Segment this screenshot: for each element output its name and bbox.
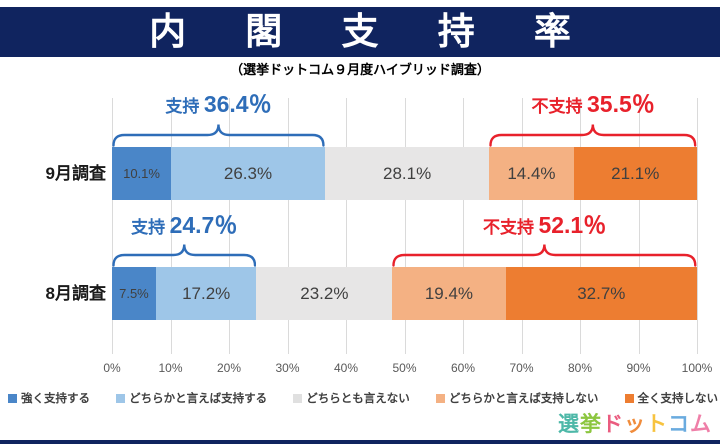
axis-tick-label: 20% (216, 361, 242, 375)
support-total-label: 支持 36.4％ (165, 90, 271, 122)
chart-subtitle: （選挙ドットコム９月度ハイブリッド調査） (230, 62, 490, 77)
axis-tick-label: 50% (392, 361, 417, 375)
row-label: 9月調査 (45, 164, 106, 183)
legend-label: どちらかと言えば支持しない (448, 393, 599, 405)
gridline (346, 98, 347, 354)
logo-char: ト (646, 413, 668, 436)
gridline (287, 98, 289, 354)
logo-char: 挙 (580, 413, 602, 436)
legend-item: どちらとも言えない (293, 390, 410, 406)
axis-tick-label: 70% (509, 361, 534, 375)
gridline (112, 98, 113, 354)
legend-label: どちらかと言えば支持する (129, 393, 268, 405)
legend-label: どちらとも言えない (306, 393, 410, 405)
oppose-bracket (489, 123, 697, 147)
support-brace-icon (112, 244, 257, 267)
axis-tick-label: 30% (275, 361, 300, 375)
legend-item: どちらかと言えば支持する (116, 390, 267, 406)
legend-label: 全く支持しない (637, 393, 719, 405)
legend-item: 全く支持しない (624, 390, 719, 406)
bottom-rule (0, 440, 720, 444)
bar-segment-value: 17.2% (182, 283, 231, 303)
gridline (580, 98, 581, 354)
axis-tick-label: 0% (103, 361, 121, 375)
bar-segment: 26.3% (171, 147, 325, 200)
logo-char: ム (690, 413, 712, 436)
logo-char: ッ (624, 413, 646, 436)
bar-segment-value: 26.3% (223, 163, 273, 183)
oppose-brace-icon (392, 244, 697, 267)
support-bracket (112, 123, 325, 147)
stacked-bar: 7.5% 17.2% 23.2% 19.4% 32.7% (112, 267, 697, 320)
support-brace-icon (112, 124, 325, 147)
oppose-label-value: 35.5％ (587, 91, 655, 117)
legend-swatch-icon (624, 393, 634, 403)
support-label-value: 24.7％ (169, 212, 238, 238)
bar-segment: 19.4% (392, 267, 506, 320)
oppose-brace-icon (489, 124, 697, 147)
bar-segment-value: 19.4% (424, 283, 474, 303)
axis-tick-label: 10% (158, 361, 183, 375)
bar-segment: 14.4% (489, 147, 574, 200)
axis-tick-label: 80% (567, 361, 593, 375)
oppose-label-text: 不支持 (482, 218, 534, 237)
oppose-label-text: 不支持 (531, 97, 583, 116)
gridline (170, 98, 172, 354)
bar-segment-value: 28.1% (383, 163, 432, 183)
top-margin (0, 0, 720, 7)
axis-tick-label: 60% (450, 361, 476, 375)
oppose-total-label: 不支持 52.1％ (483, 211, 606, 243)
gridline (463, 98, 464, 354)
gridline (638, 98, 640, 354)
legend-swatch-icon (293, 393, 303, 403)
bar-segment: 17.2% (155, 267, 257, 320)
brand-logo: 選挙ドットコム (558, 408, 712, 438)
stacked-bar: 10.1% 26.3% 28.1% 14.4% 21.1% (112, 147, 697, 200)
bar-segment: 10.1% (112, 147, 172, 200)
axis-tick-label: 100% (681, 361, 713, 375)
bar-segment-value: 21.1% (611, 163, 660, 183)
support-label-value: 36.4％ (203, 91, 272, 117)
legend-swatch-icon (435, 393, 445, 403)
logo-char: ド (602, 413, 624, 436)
legend-swatch-icon (116, 393, 126, 403)
legend: 強く支持する どちらかと言えば支持する どちらとも言えない どちらかと言えば支持しない… (8, 390, 718, 406)
legend-swatch-icon (8, 393, 17, 403)
legend-item: 強く支持する (8, 390, 90, 406)
support-bracket (112, 243, 257, 267)
legend-item: どちらかと言えば支持しない (435, 390, 599, 406)
oppose-label-value: 52.1％ (538, 212, 607, 238)
bar-segment: 7.5% (112, 267, 156, 320)
legend-label: 強く支持する (21, 393, 90, 405)
bar-segment: 23.2% (256, 267, 393, 320)
title-bar: 内閣支持率 (0, 7, 720, 57)
logo-char: 選 (558, 413, 580, 436)
oppose-total-label: 不支持 35.5％ (532, 90, 655, 122)
gridline (697, 98, 698, 354)
page-title: 内閣支持率 (149, 11, 631, 52)
bar-segment: 28.1% (324, 147, 490, 200)
row-label: 8月調査 (45, 284, 106, 303)
bar-segment-value: 7.5% (119, 286, 149, 301)
logo-char: コ (668, 413, 690, 436)
axis-tick-label: 90% (626, 361, 651, 375)
bar-segment-value: 14.4% (507, 163, 556, 183)
bar-segment: 21.1% (573, 147, 697, 200)
support-total-label: 支持 24.7％ (131, 211, 237, 243)
axis-tick-label: 40% (333, 361, 359, 375)
bar-segment-value: 10.1% (123, 166, 160, 181)
support-label-text: 支持 (165, 97, 200, 116)
bar-segment-value: 23.2% (300, 283, 349, 303)
gridline (404, 98, 406, 354)
gridline (521, 98, 523, 354)
oppose-bracket (392, 243, 697, 267)
bar-segment-value: 32.7% (577, 283, 626, 303)
bar-segment: 32.7% (505, 267, 697, 320)
support-label-text: 支持 (131, 218, 166, 237)
gridline (229, 98, 230, 354)
